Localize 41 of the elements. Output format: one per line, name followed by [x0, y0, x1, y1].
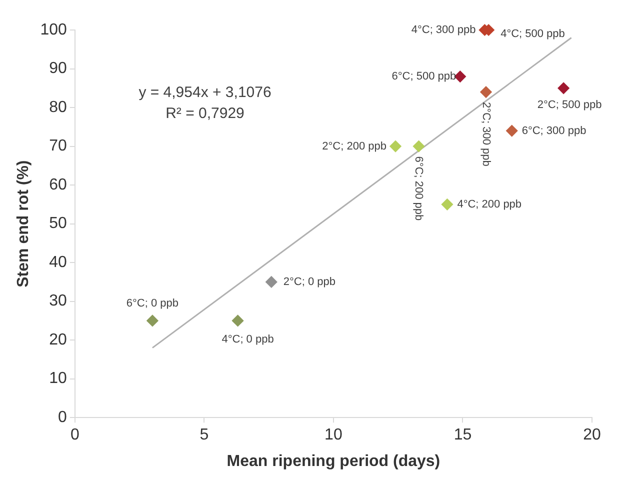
- point: [506, 125, 518, 137]
- annotation: 4°C; 500 ppb: [500, 28, 565, 40]
- annotation: 2°C; 200 ppb: [322, 140, 386, 152]
- x-tick-label: 15: [454, 426, 472, 444]
- y-tick-label: 20: [49, 331, 67, 348]
- annotation: y = 4,954x + 3,1076: [138, 84, 272, 102]
- point: [480, 86, 492, 98]
- point: [413, 140, 425, 152]
- y-tick-label: 80: [49, 98, 67, 116]
- annotation: 2°C; 0 ppb: [283, 276, 336, 288]
- y-tick-label: 60: [49, 176, 67, 194]
- point: [558, 82, 570, 94]
- point: [232, 314, 244, 326]
- y-tick-label: 30: [49, 292, 67, 310]
- y-tick-label: 70: [49, 138, 67, 155]
- x-tick-label: 0: [70, 426, 80, 444]
- y-axis-title: Stem end rot (%): [15, 160, 32, 288]
- annotation: 6°C; 300 ppb: [522, 124, 586, 137]
- y-tick-label: 10: [49, 370, 67, 388]
- x-tick-label: 5: [200, 426, 209, 444]
- y-tick-label: 90: [49, 60, 67, 78]
- y-tick-label: 40: [49, 254, 67, 271]
- x-tick-label: 20: [583, 426, 601, 444]
- y-tick-label: 0: [58, 409, 67, 426]
- annotation: 2°C; 300 ppb: [480, 102, 492, 166]
- annotation: 2°C; 500 ppb: [537, 99, 602, 112]
- point: [441, 198, 453, 210]
- annotation: 4°C; 0 ppb: [222, 334, 274, 346]
- x-axis-title: Mean ripening period (days): [226, 452, 440, 470]
- annotation: 4°C; 300 ppb: [411, 24, 476, 36]
- annotation: R² = 0,7929: [166, 105, 244, 122]
- annotation: 6°C; 500 ppb: [392, 70, 456, 83]
- annotation: 6°C; 0 ppb: [126, 298, 179, 310]
- annotation: 4°C; 200 ppb: [457, 198, 522, 210]
- x-tick-label: 10: [324, 426, 342, 444]
- point: [146, 314, 158, 326]
- point: [390, 140, 402, 152]
- y-tick-label: 50: [49, 215, 67, 232]
- point: [266, 276, 278, 288]
- y-tick-label: 100: [40, 21, 67, 38]
- annotation: 6°C; 200 ppb: [412, 156, 425, 221]
